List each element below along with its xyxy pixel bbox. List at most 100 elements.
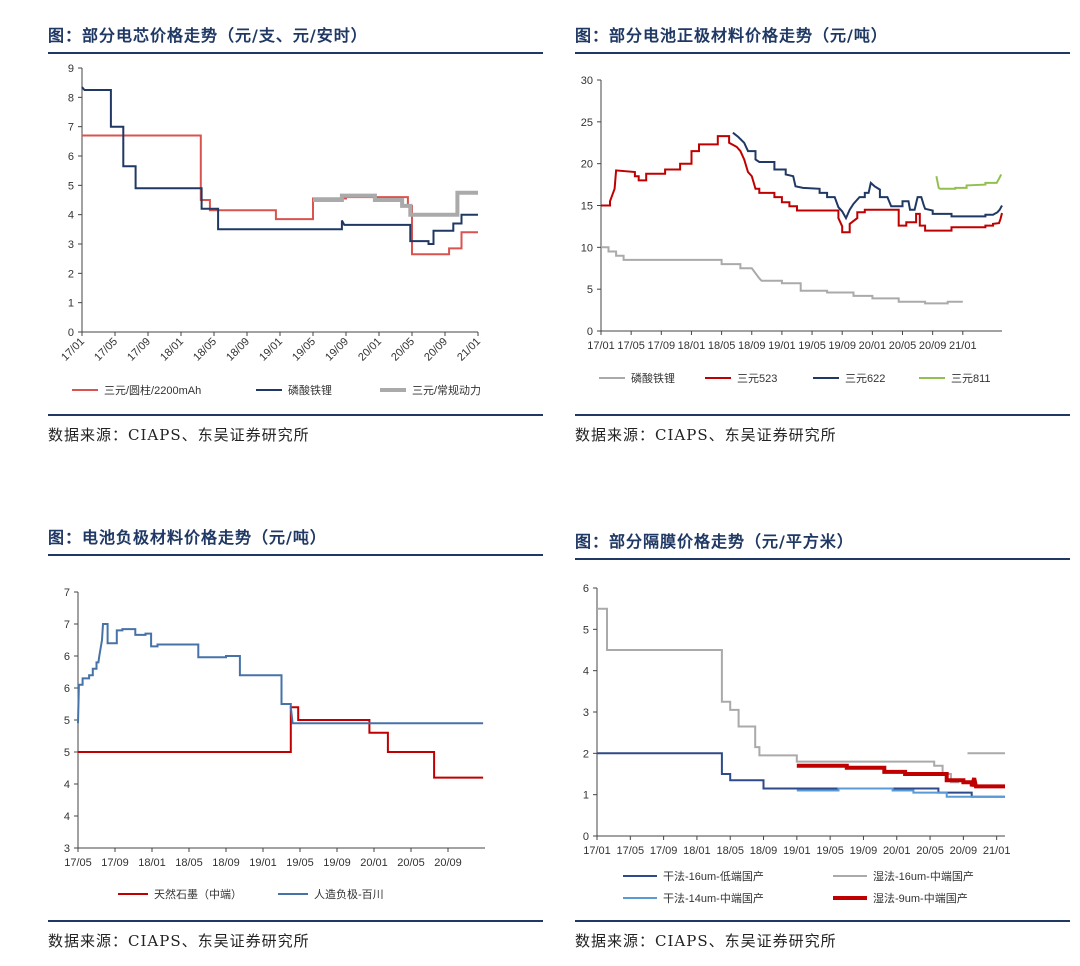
- x-tick-label: 18/01: [678, 340, 706, 352]
- legend: 磷酸铁锂 三元523 三元622 三元811: [599, 371, 991, 385]
- source-note: 数据来源：CIAPS、东吴证券研究所: [575, 426, 837, 444]
- x-tick-label: 19/05: [816, 845, 844, 857]
- y-tick-label: 1: [68, 298, 74, 310]
- series-group: [81, 86, 478, 256]
- y-tick-label: 3: [583, 707, 589, 719]
- chart-title-cathode: 图：部分电池正极材料价格走势（元/吨）: [575, 26, 888, 45]
- legend-label: 三元523: [737, 373, 777, 385]
- x-tick-label: 21/01: [983, 845, 1011, 857]
- y-tick-label: 3: [68, 239, 74, 251]
- y-tick-label: 5: [587, 284, 593, 296]
- series-line-磷酸铁锂: [601, 246, 963, 305]
- x-tick-label: 19/09: [323, 857, 351, 869]
- series-line-湿法-9um-中端国产: [796, 763, 1005, 789]
- y-tick-label: 6: [583, 583, 589, 595]
- x-tick-label: 17/05: [92, 336, 120, 364]
- series-group: [597, 607, 1005, 798]
- y-tick-label: 10: [581, 242, 593, 254]
- x-tick-label: 21/01: [455, 336, 483, 364]
- series-line-三元/常规动力: [313, 190, 478, 217]
- y-tick-label: 9: [68, 63, 74, 75]
- y-tick-label: 0: [587, 326, 593, 338]
- series-line-三元/圆柱/2200mAh: [82, 134, 478, 256]
- y-tick-label: 5: [64, 747, 70, 759]
- title-divider: [575, 52, 1070, 54]
- source-divider: [575, 920, 1070, 922]
- y-tick-label: 7: [64, 619, 70, 631]
- source-divider: [48, 920, 543, 922]
- axes: 3 4 4 5 5 6 6 7 7 17/05 17/09 18/01 18/05 18/09 19/01 1…: [64, 587, 485, 869]
- axes: 0 1 2 3 4 5 6 17/01 17/05 17/09 18/01 18/05 18/09 19/…: [583, 583, 1011, 857]
- y-tick-label: 8: [68, 92, 74, 104]
- y-tick-label: 5: [68, 180, 74, 192]
- chart-title-anode: 图：电池负极材料价格走势（元/吨）: [48, 528, 327, 547]
- x-tick-label: 19/09: [828, 340, 856, 352]
- x-tick-label: 17/05: [64, 857, 92, 869]
- y-tick-label: 30: [581, 75, 593, 87]
- axes: 0 5 10 15 20 25 30 17/01 17/05 17/09 18/01 18/05 18/…: [581, 75, 1002, 352]
- y-tick-label: 3: [64, 843, 70, 855]
- x-tick-label: 17/09: [125, 336, 153, 364]
- y-tick-label: 25: [581, 117, 593, 129]
- x-tick-label: 17/01: [59, 336, 87, 364]
- title-divider: [48, 554, 543, 556]
- chart-title-cell: 图：部分电芯价格走势（元/支、元/安时）: [48, 26, 368, 45]
- y-tick-label: 0: [68, 327, 74, 339]
- source-divider: [575, 414, 1070, 416]
- source-divider: [48, 414, 543, 416]
- x-tick-label: 18/01: [158, 336, 186, 364]
- x-tick-label: 20/01: [859, 340, 887, 352]
- x-tick-label: 17/05: [617, 845, 645, 857]
- series-line-天然石墨（中端）: [78, 706, 484, 779]
- chart-cell-prices: 0 1 2 3 4 5 6 7 8 9 17/01 17/05 17/09 18/01 18/05 18/09…: [59, 63, 483, 397]
- series-line-湿法-16um-中端国产: [597, 607, 960, 784]
- y-tick-label: 4: [68, 210, 74, 222]
- y-tick-label: 6: [68, 151, 74, 163]
- x-tick-label: 18/05: [708, 340, 736, 352]
- series-line-干法-14um-中端国产: [796, 787, 1005, 798]
- legend-label: 三元/常规动力: [412, 383, 481, 397]
- y-tick-label: 4: [64, 811, 70, 823]
- panel-cathode-prices: 图：部分电池正极材料价格走势（元/吨） 0 5 10 15 20 25 30 17/01 17/…: [575, 22, 1075, 452]
- source-note: 数据来源：CIAPS、东吴证券研究所: [48, 426, 310, 444]
- y-tick-label: 5: [583, 624, 589, 636]
- x-tick-label: 20/05: [889, 340, 917, 352]
- x-tick-label: 18/05: [175, 857, 203, 869]
- legend-label: 湿法-16um-中端国产: [873, 869, 974, 883]
- x-tick-label: 20/01: [356, 336, 384, 364]
- title-divider: [48, 52, 543, 54]
- x-tick-label: 20/09: [950, 845, 978, 857]
- legend-label: 干法-14um-中端国产: [663, 891, 764, 905]
- x-tick-label: 18/09: [212, 857, 240, 869]
- legend-label: 三元/圆柱/2200mAh: [104, 383, 201, 397]
- x-tick-label: 20/05: [397, 857, 425, 869]
- chart-title-separator: 图：部分隔膜价格走势（元/平方米）: [575, 532, 854, 551]
- x-tick-label: 19/01: [768, 340, 796, 352]
- x-tick-label: 18/05: [716, 845, 744, 857]
- legend-label: 磷酸铁锂: [288, 383, 332, 397]
- y-tick-label: 7: [68, 122, 74, 134]
- x-tick-label: 17/09: [648, 340, 676, 352]
- y-tick-label: 4: [64, 779, 70, 791]
- x-tick-label: 18/09: [750, 845, 778, 857]
- x-tick-label: 21/01: [949, 340, 977, 352]
- x-tick-label: 18/05: [191, 336, 219, 364]
- x-tick-label: 19/09: [850, 845, 878, 857]
- panel-anode-prices: 图：电池负极材料价格走势（元/吨） 3 4 4 5 5 6 6 7 7 17/05 17/09 18/…: [48, 524, 548, 954]
- legend-label: 三元622: [845, 373, 885, 385]
- x-tick-label: 18/01: [683, 845, 711, 857]
- y-tick-label: 15: [581, 201, 593, 213]
- series-line-三元622: [732, 131, 1003, 221]
- y-tick-label: 2: [68, 268, 74, 280]
- y-tick-label: 2: [583, 748, 589, 760]
- x-tick-label: 20/09: [422, 336, 450, 364]
- series-group: [77, 623, 484, 779]
- series-line-三元811: [935, 174, 1003, 190]
- x-tick-label: 19/05: [798, 340, 826, 352]
- x-tick-label: 20/09: [434, 857, 462, 869]
- y-tick-label: 1: [583, 790, 589, 802]
- x-tick-label: 19/05: [286, 857, 314, 869]
- legend-label: 磷酸铁锂: [631, 371, 675, 385]
- source-note: 数据来源：CIAPS、东吴证券研究所: [48, 932, 310, 950]
